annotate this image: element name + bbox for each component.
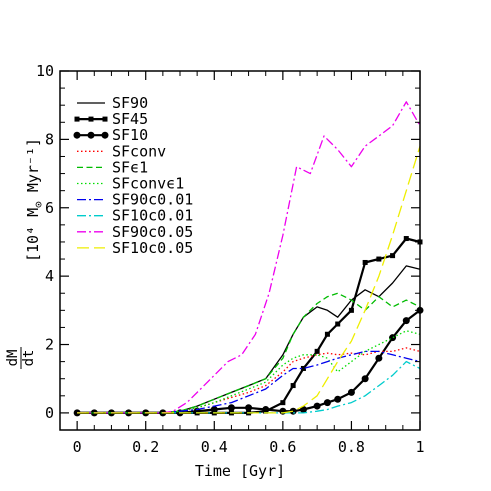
data-point [347, 388, 355, 396]
legend-marker [101, 131, 109, 139]
data-point [348, 307, 354, 313]
data-point [245, 404, 253, 412]
series-line [77, 237, 421, 414]
x-tick-label: 1 [415, 438, 424, 456]
data-point [389, 334, 397, 342]
legend-label: SF10c0.01 [112, 207, 193, 225]
legend-label: SF90c0.01 [112, 191, 193, 209]
legend-label: SF10 [112, 126, 148, 144]
data-point [361, 375, 369, 383]
legend-label: SF45 [112, 110, 148, 128]
legend-marker [102, 116, 108, 122]
legend-marker [74, 116, 80, 122]
data-point [402, 317, 410, 325]
data-point [313, 402, 321, 410]
series-line [77, 146, 421, 414]
y-axis-fraction-denominator: dt [21, 350, 37, 367]
legend-label: SFconv [112, 142, 166, 160]
x-tick-label: 0.2 [132, 438, 159, 456]
data-point [290, 383, 296, 389]
legend-label: SF90 [112, 94, 148, 112]
y-axis-fraction: dM dt [5, 347, 37, 369]
data-point [390, 253, 396, 259]
y-axis-label: [10⁴ M⊙ Myr⁻¹] [24, 138, 45, 262]
x-tick-label: 0.8 [338, 438, 365, 456]
data-point [300, 365, 306, 371]
data-point [324, 331, 330, 337]
x-axis-label: Time [Gyr] [195, 462, 285, 480]
data-point [279, 407, 287, 415]
plot-frame [59, 70, 421, 431]
data-point [375, 354, 383, 362]
x-tick-label: 0 [73, 438, 82, 456]
data-point [323, 399, 331, 407]
data-point [227, 404, 235, 412]
data-point [299, 405, 307, 413]
y-tick-label: 8 [45, 130, 54, 148]
series-line [77, 360, 421, 414]
x-tick-label: 0.4 [201, 438, 228, 456]
data-point [376, 256, 382, 262]
data-point [262, 405, 270, 413]
series-line [77, 350, 421, 414]
legend-marker [88, 116, 94, 122]
data-point [210, 405, 218, 413]
series-line [77, 292, 421, 414]
y-tick-label: 6 [45, 199, 54, 217]
y-tick-label: 4 [45, 267, 54, 285]
legend-label: SFϵ1 [112, 158, 148, 176]
y-axis-label-units: [10⁴ M⊙ Myr⁻¹] [24, 138, 45, 262]
x-tick-label: 0.6 [269, 438, 296, 456]
data-point [362, 259, 368, 265]
series-line [77, 347, 421, 414]
legend: SF90SF45SF10SFconvSFϵ1SFconvϵ1SF90c0.01S… [73, 94, 193, 257]
y-axis-fraction-numerator: dM [5, 350, 21, 367]
data-point [403, 236, 409, 242]
y-tick-label: 0 [45, 404, 54, 422]
data-point [335, 321, 341, 327]
data-point [334, 395, 342, 403]
legend-marker [87, 131, 95, 139]
y-tick-label: 2 [45, 336, 54, 354]
series-line [77, 265, 421, 414]
legend-label: SF90c0.05 [112, 223, 193, 241]
legend-marker [73, 131, 81, 139]
series-line [77, 309, 421, 414]
data-point [280, 400, 286, 406]
series-layer [73, 101, 424, 417]
data-point [314, 348, 320, 354]
y-tick-label: 10 [36, 62, 54, 80]
legend-label: SF10c0.05 [112, 239, 193, 257]
legend-label: SFconvϵ1 [112, 175, 184, 193]
